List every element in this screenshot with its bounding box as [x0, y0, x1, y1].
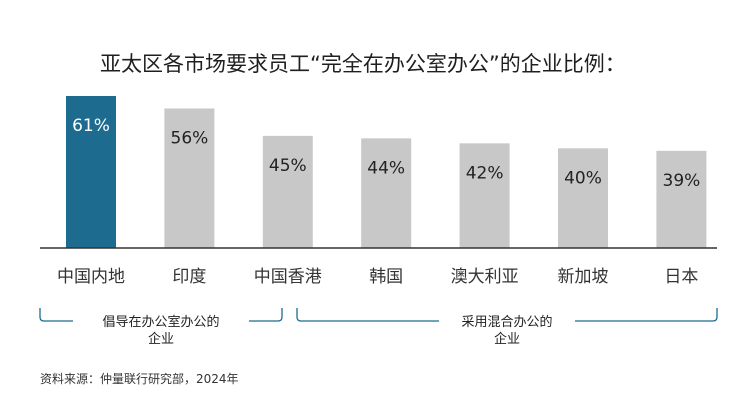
category-label-1: 中国内地 [57, 267, 125, 287]
bar-value-label-4: 44% [367, 158, 405, 178]
bar-value-label-2: 56% [171, 128, 209, 148]
bar-6 [558, 148, 608, 248]
category-label-3: 中国香港 [254, 267, 322, 287]
category-labels: 中国内地 印度 中国香港 韩国 澳大利亚 新加坡 日本 [57, 267, 698, 287]
group-bracket-1 [39, 308, 283, 322]
category-label-4: 韩国 [369, 267, 403, 287]
category-label-6: 新加坡 [558, 267, 609, 287]
category-label-2: 印度 [172, 267, 206, 287]
bar-5 [459, 143, 510, 248]
group-label-2-line1: 采用混合办公的 [461, 314, 552, 330]
category-label-7: 日本 [664, 267, 698, 287]
bar-value-label-1: 61% [72, 116, 110, 136]
bar-1 [66, 96, 116, 248]
bar-2 [164, 108, 215, 248]
source-note: 资料来源：仲量联行研究部，2024年 [40, 371, 239, 386]
group-label-1-line1: 倡导在办公室办公的 [102, 314, 219, 330]
bar-value-label-6: 40% [564, 168, 602, 188]
group-bracket-2 [296, 308, 718, 322]
bar-4 [361, 138, 412, 248]
bar-7 [656, 150, 707, 248]
bars-layer: 61% 56% 45% 44% 42% 40% 39% [66, 96, 707, 248]
bar-value-label-3: 45% [269, 156, 307, 176]
group-label-1-line2: 企业 [148, 331, 174, 347]
category-label-5: 澳大利亚 [451, 267, 519, 287]
bar-value-label-7: 39% [663, 171, 701, 191]
bar-value-label-5: 42% [466, 163, 504, 183]
group-label-2-line2: 企业 [494, 331, 520, 347]
chart-title: 亚太区各市场要求员工“完全在办公室办公”的企业比例： [100, 52, 626, 76]
bar-3 [262, 135, 313, 248]
